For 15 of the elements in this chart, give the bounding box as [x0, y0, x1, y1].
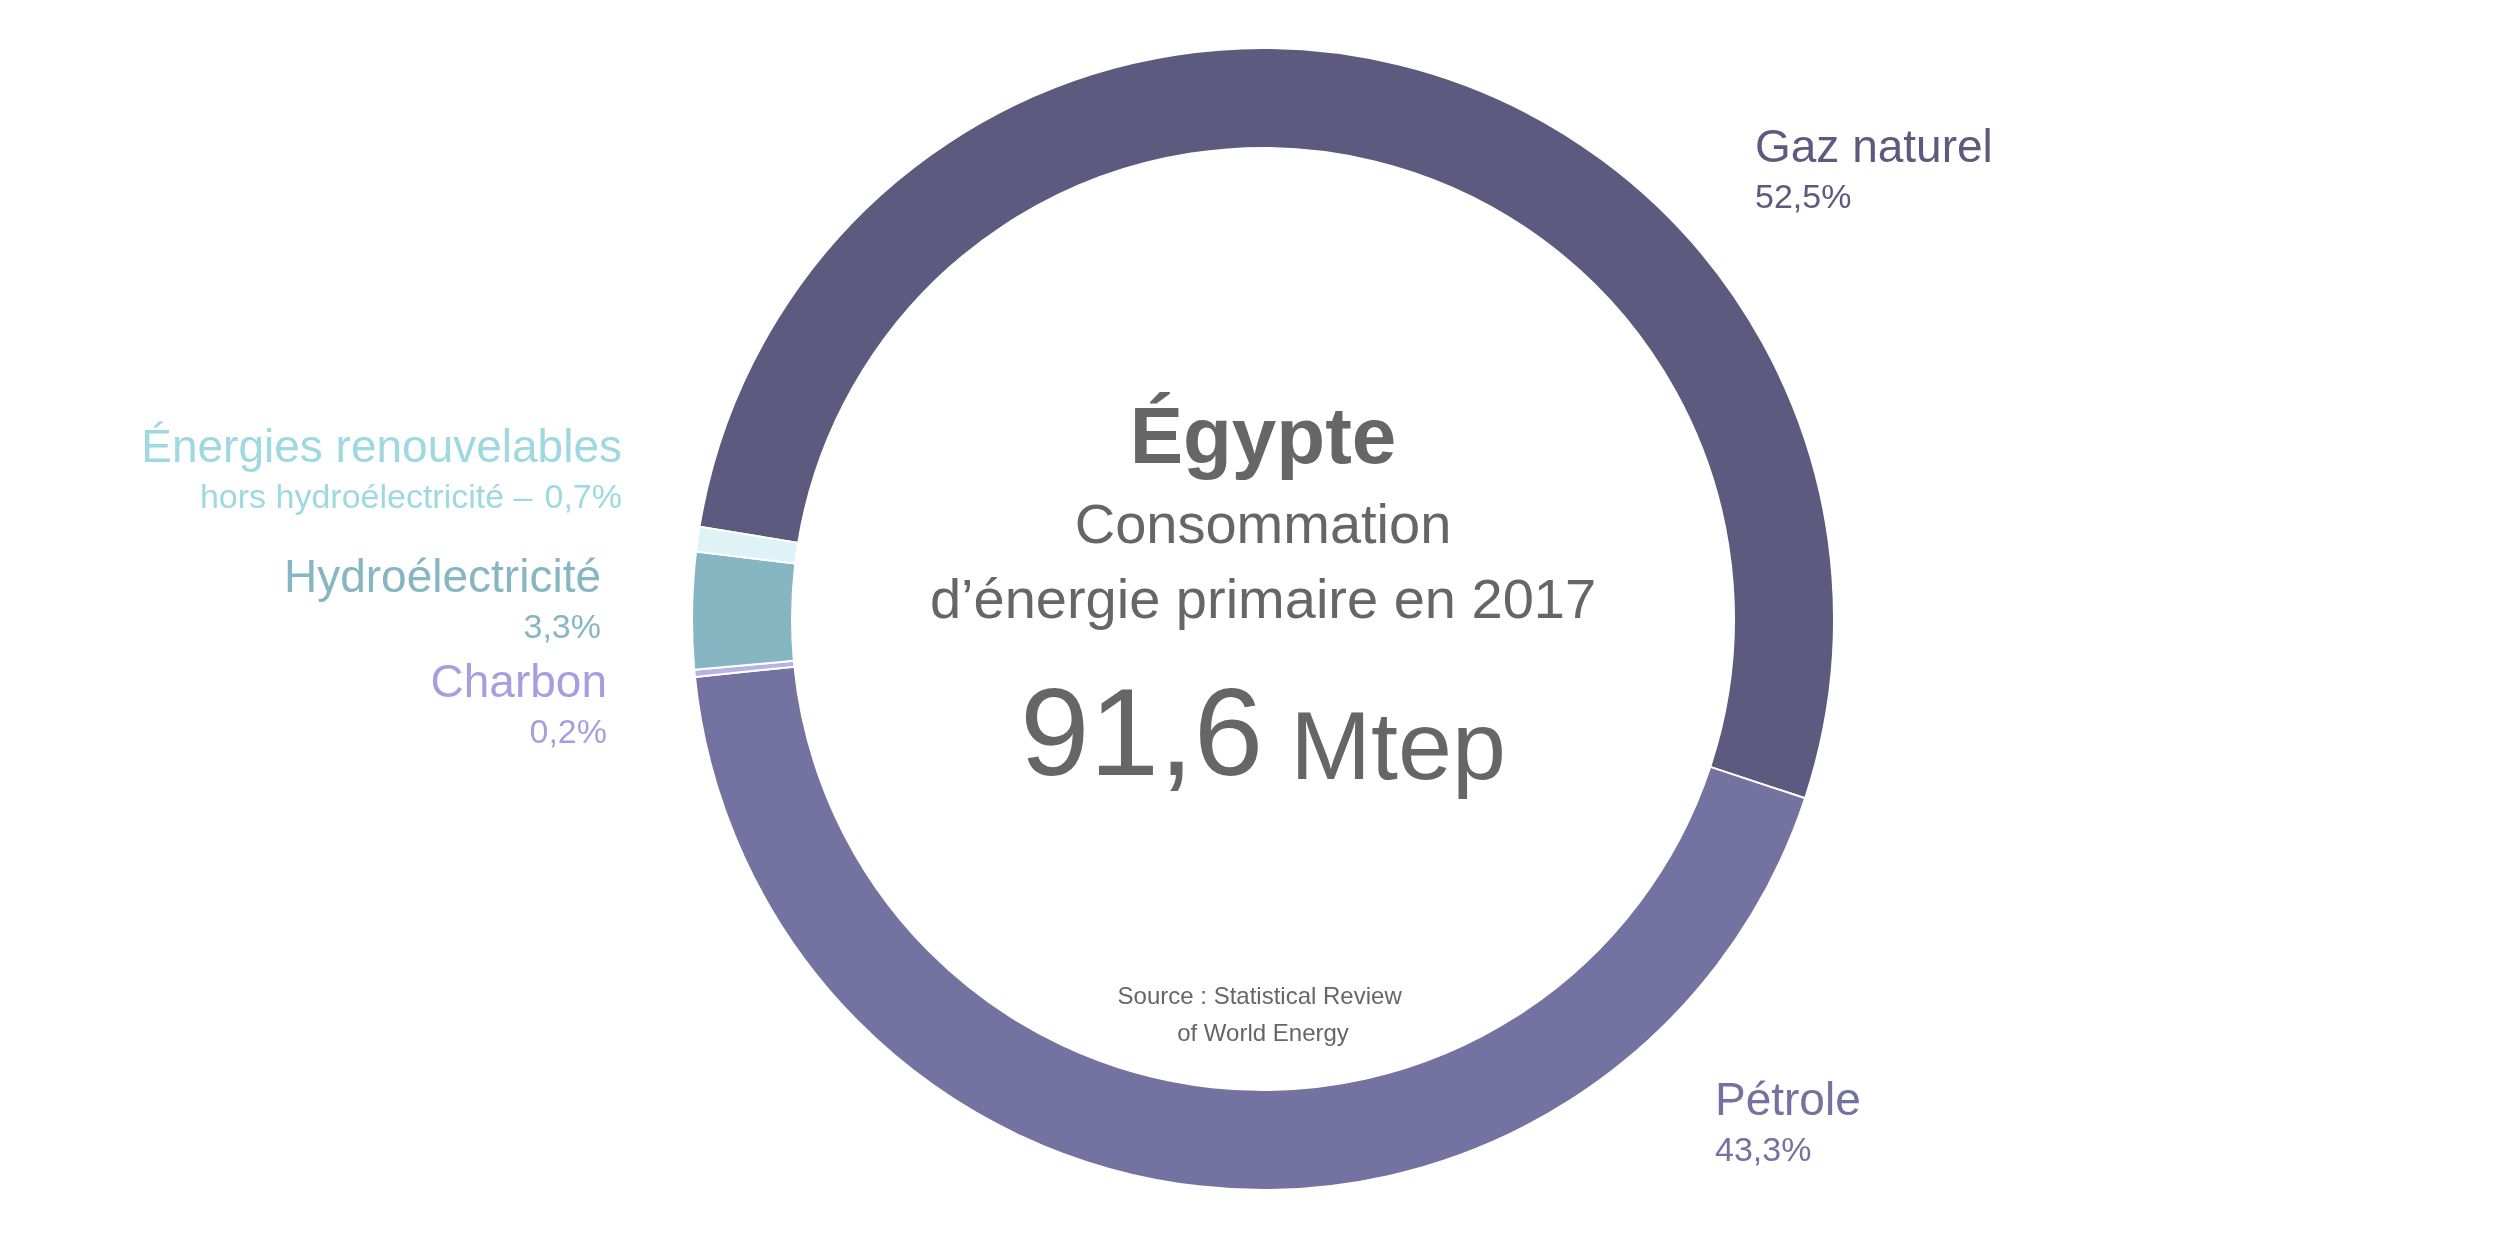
slice-label: Énergies renouvelables: [141, 420, 622, 472]
slice-label: Gaz naturel: [1755, 120, 1993, 172]
data-label: 52,5%: [1755, 177, 1852, 215]
text: Égypte: [1129, 390, 1397, 480]
text: Consommation d’énergie primaire en 2017: [929, 492, 1597, 630]
data-label: 43,3%: [1715, 1130, 1812, 1168]
data-label: 0,2%: [529, 712, 607, 750]
slice-label: Charbon: [430, 655, 607, 707]
text: 91,6 Mtep: [1020, 662, 1506, 801]
slice-label: Hydroélectricité: [284, 550, 601, 602]
text: hors hydroélectricité –: [199, 477, 533, 515]
source-note: Source : Statistical Review of World Energy: [1117, 982, 1409, 1046]
data-label: 3,3%: [523, 607, 601, 645]
data-label: 0,7%: [544, 477, 622, 515]
slice-label: Pétrole: [1715, 1073, 1861, 1125]
